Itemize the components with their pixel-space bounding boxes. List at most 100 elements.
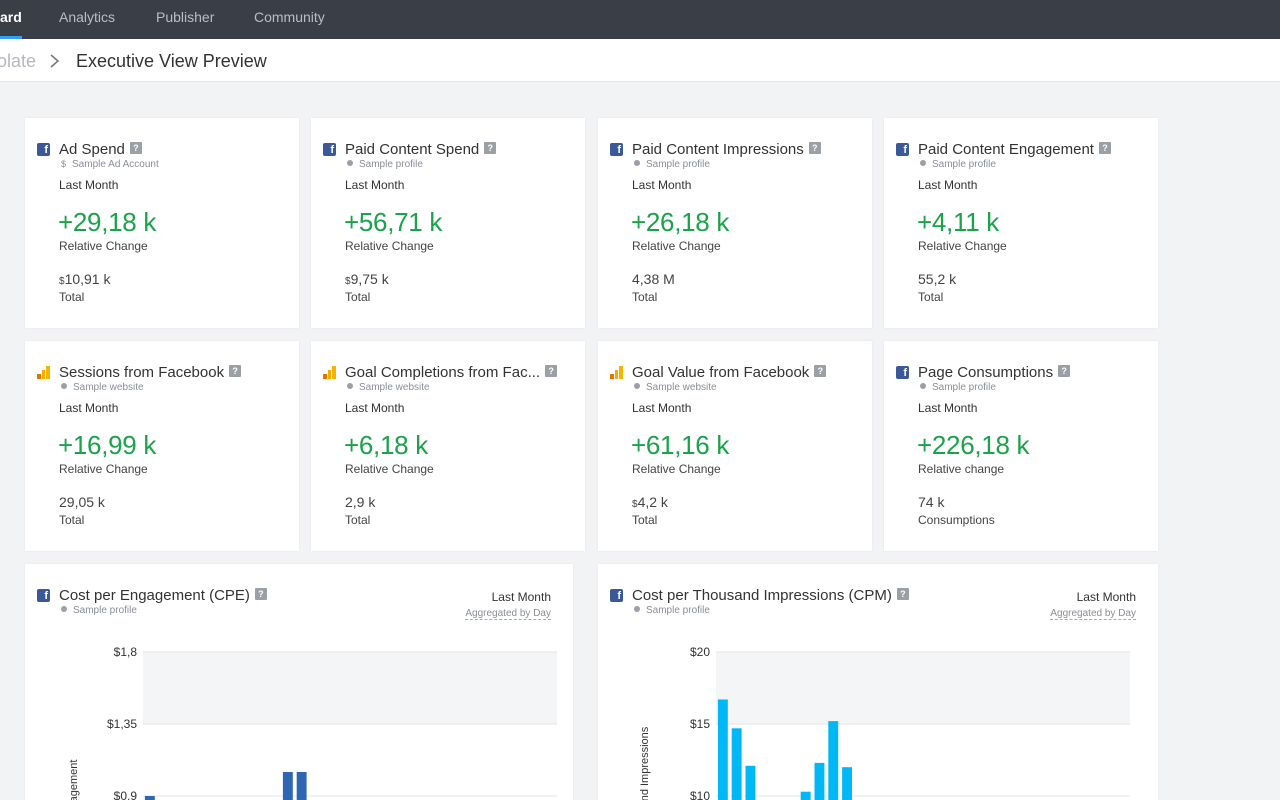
chart-bar[interactable] xyxy=(282,772,293,800)
chart-bar[interactable] xyxy=(144,796,155,800)
facebook-icon: f xyxy=(610,589,623,602)
breadcrumb-previous-link[interactable]: olate xyxy=(0,51,37,71)
card-title-text: Sessions from Facebook xyxy=(59,364,225,381)
card-total-label: Total xyxy=(632,290,658,304)
help-icon[interactable]: ? xyxy=(814,365,827,377)
card-source-text: Sample website xyxy=(646,382,717,393)
help-icon[interactable]: ? xyxy=(808,142,821,154)
chart-card-cpe[interactable]: f Cost per Engagement (CPE)? Sample prof… xyxy=(25,564,573,800)
chart-card-cpm[interactable]: f Cost per Thousand Impressions (CPM)? S… xyxy=(598,564,1158,800)
chart-bar[interactable] xyxy=(745,765,756,800)
chart-bar[interactable] xyxy=(731,728,742,800)
chart-y-tick-label: $1,8 xyxy=(114,645,138,659)
kpi-card[interactable]: Sessions from Facebook? Sample website L… xyxy=(25,341,299,551)
chart-source: Sample profile xyxy=(61,605,137,616)
card-value-label: Relative Change xyxy=(918,239,1007,253)
google-analytics-icon xyxy=(37,366,51,379)
card-total: 55,2 k xyxy=(918,271,956,287)
card-period: Last Month xyxy=(59,178,119,192)
help-icon[interactable]: ? xyxy=(254,588,267,600)
card-value: +226,18 k xyxy=(917,430,1030,460)
kpi-card[interactable]: f Page Consumptions? Sample profile Last… xyxy=(884,341,1158,551)
card-total-value: 55,2 k xyxy=(918,271,957,287)
card-title-text: Goal Value from Facebook xyxy=(632,364,810,381)
kpi-card[interactable]: f Paid Content Impressions? Sample profi… xyxy=(598,118,872,328)
nav-tab-community[interactable]: Community xyxy=(254,9,325,25)
card-total-value: 4,2 k xyxy=(637,494,668,510)
nav-tab-analytics[interactable]: Analytics xyxy=(59,9,116,25)
chart-y-axis-label: gagement xyxy=(68,760,80,800)
nav-tab-dashboard[interactable]: ard xyxy=(0,0,22,39)
card-total-currency: $ xyxy=(632,499,638,510)
help-icon[interactable]: ? xyxy=(545,365,558,377)
kpi-card[interactable]: f Paid Content Spend? Sample profile Las… xyxy=(311,118,585,328)
card-period: Last Month xyxy=(345,401,405,415)
facebook-icon: f xyxy=(37,143,50,156)
card-title: Paid Content Spend? xyxy=(345,141,497,158)
card-period: Last Month xyxy=(345,178,405,192)
chart-bar[interactable] xyxy=(842,767,852,800)
card-source-text: Sample profile xyxy=(932,382,996,393)
facebook-icon: f xyxy=(610,143,623,156)
chart-bar[interactable] xyxy=(828,721,839,800)
card-total: 29,05 k xyxy=(59,494,105,510)
help-icon[interactable]: ? xyxy=(1098,142,1111,154)
help-icon[interactable]: ? xyxy=(896,588,909,600)
card-title: Paid Content Engagement? xyxy=(918,141,1111,158)
card-total-currency: $ xyxy=(345,276,351,287)
help-icon[interactable]: ? xyxy=(1058,365,1071,377)
chart-y-tick-label: $20 xyxy=(690,645,710,659)
chart-title-text: Cost per Thousand Impressions (CPM) xyxy=(632,587,892,604)
chart-bar[interactable] xyxy=(717,699,728,800)
chart-cpe-plot: $1,8 $1,35 $0,9 gagement xyxy=(68,645,557,800)
card-total-label: Total xyxy=(345,290,371,304)
card-value: +16,99 k xyxy=(58,430,157,460)
card-total: $9,75 k xyxy=(345,271,389,287)
facebook-icon: f xyxy=(896,366,909,379)
help-icon[interactable]: ? xyxy=(129,142,142,154)
card-total-label: Total xyxy=(345,513,371,527)
chart-title: Cost per Engagement (CPE)? xyxy=(59,587,267,604)
chart-source-text: Sample profile xyxy=(646,605,710,616)
card-title: Page Consumptions? xyxy=(918,364,1071,381)
card-total: $10,91 k xyxy=(59,271,111,287)
chart-bar[interactable] xyxy=(814,762,825,800)
kpi-card[interactable]: Goal Value from Facebook? Sample website… xyxy=(598,341,872,551)
kpi-card[interactable]: f Paid Content Engagement? Sample profil… xyxy=(884,118,1158,328)
card-total-value: 10,91 k xyxy=(64,271,111,287)
card-title: Sessions from Facebook? xyxy=(59,364,242,381)
help-icon[interactable]: ? xyxy=(484,142,497,154)
card-total-currency: $ xyxy=(59,276,65,287)
card-period: Last Month xyxy=(632,178,692,192)
card-source: Sample website xyxy=(634,382,717,393)
chart-bar[interactable] xyxy=(296,772,307,800)
kpi-card[interactable]: Goal Completions from Fac...? Sample web… xyxy=(311,341,585,551)
chart-y-tick-label: $15 xyxy=(690,717,710,731)
profile-icon xyxy=(920,160,926,166)
card-source-text: Sample Ad Account xyxy=(72,159,159,170)
card-value-label: Relative Change xyxy=(345,239,434,253)
profile-icon xyxy=(920,383,926,389)
card-total: 74 k xyxy=(918,494,944,510)
card-total-value: 74 k xyxy=(918,494,945,510)
chart-cpm-plot: $20 $15 $10 nd Impressions xyxy=(639,645,1130,800)
card-source: Sample website xyxy=(347,382,430,393)
card-title: Goal Value from Facebook? xyxy=(632,364,827,381)
chart-aggregation[interactable]: Aggregated by Day xyxy=(1050,608,1136,620)
card-value-label: Relative Change xyxy=(632,462,721,476)
top-navigation: ard Analytics Publisher Community xyxy=(0,0,1280,39)
kpi-card[interactable]: f Ad Spend? $ Sample Ad Account Last Mont… xyxy=(25,118,299,328)
chart-source: Sample profile xyxy=(634,605,710,616)
chart-aggregation[interactable]: Aggregated by Day xyxy=(465,608,551,620)
chart-bar[interactable] xyxy=(800,791,811,800)
card-source-text: Sample profile xyxy=(932,159,996,170)
page-title: Executive View Preview xyxy=(76,51,267,71)
card-title-text: Paid Content Impressions xyxy=(632,141,804,158)
card-source: Sample profile xyxy=(920,159,996,170)
card-source-text: Sample website xyxy=(73,382,144,393)
chart-plot-band xyxy=(716,652,1130,724)
card-total: 4,38 M xyxy=(632,271,675,287)
nav-tab-publisher[interactable]: Publisher xyxy=(156,9,215,25)
help-icon[interactable]: ? xyxy=(229,365,242,377)
card-value: +29,18 k xyxy=(58,207,157,237)
